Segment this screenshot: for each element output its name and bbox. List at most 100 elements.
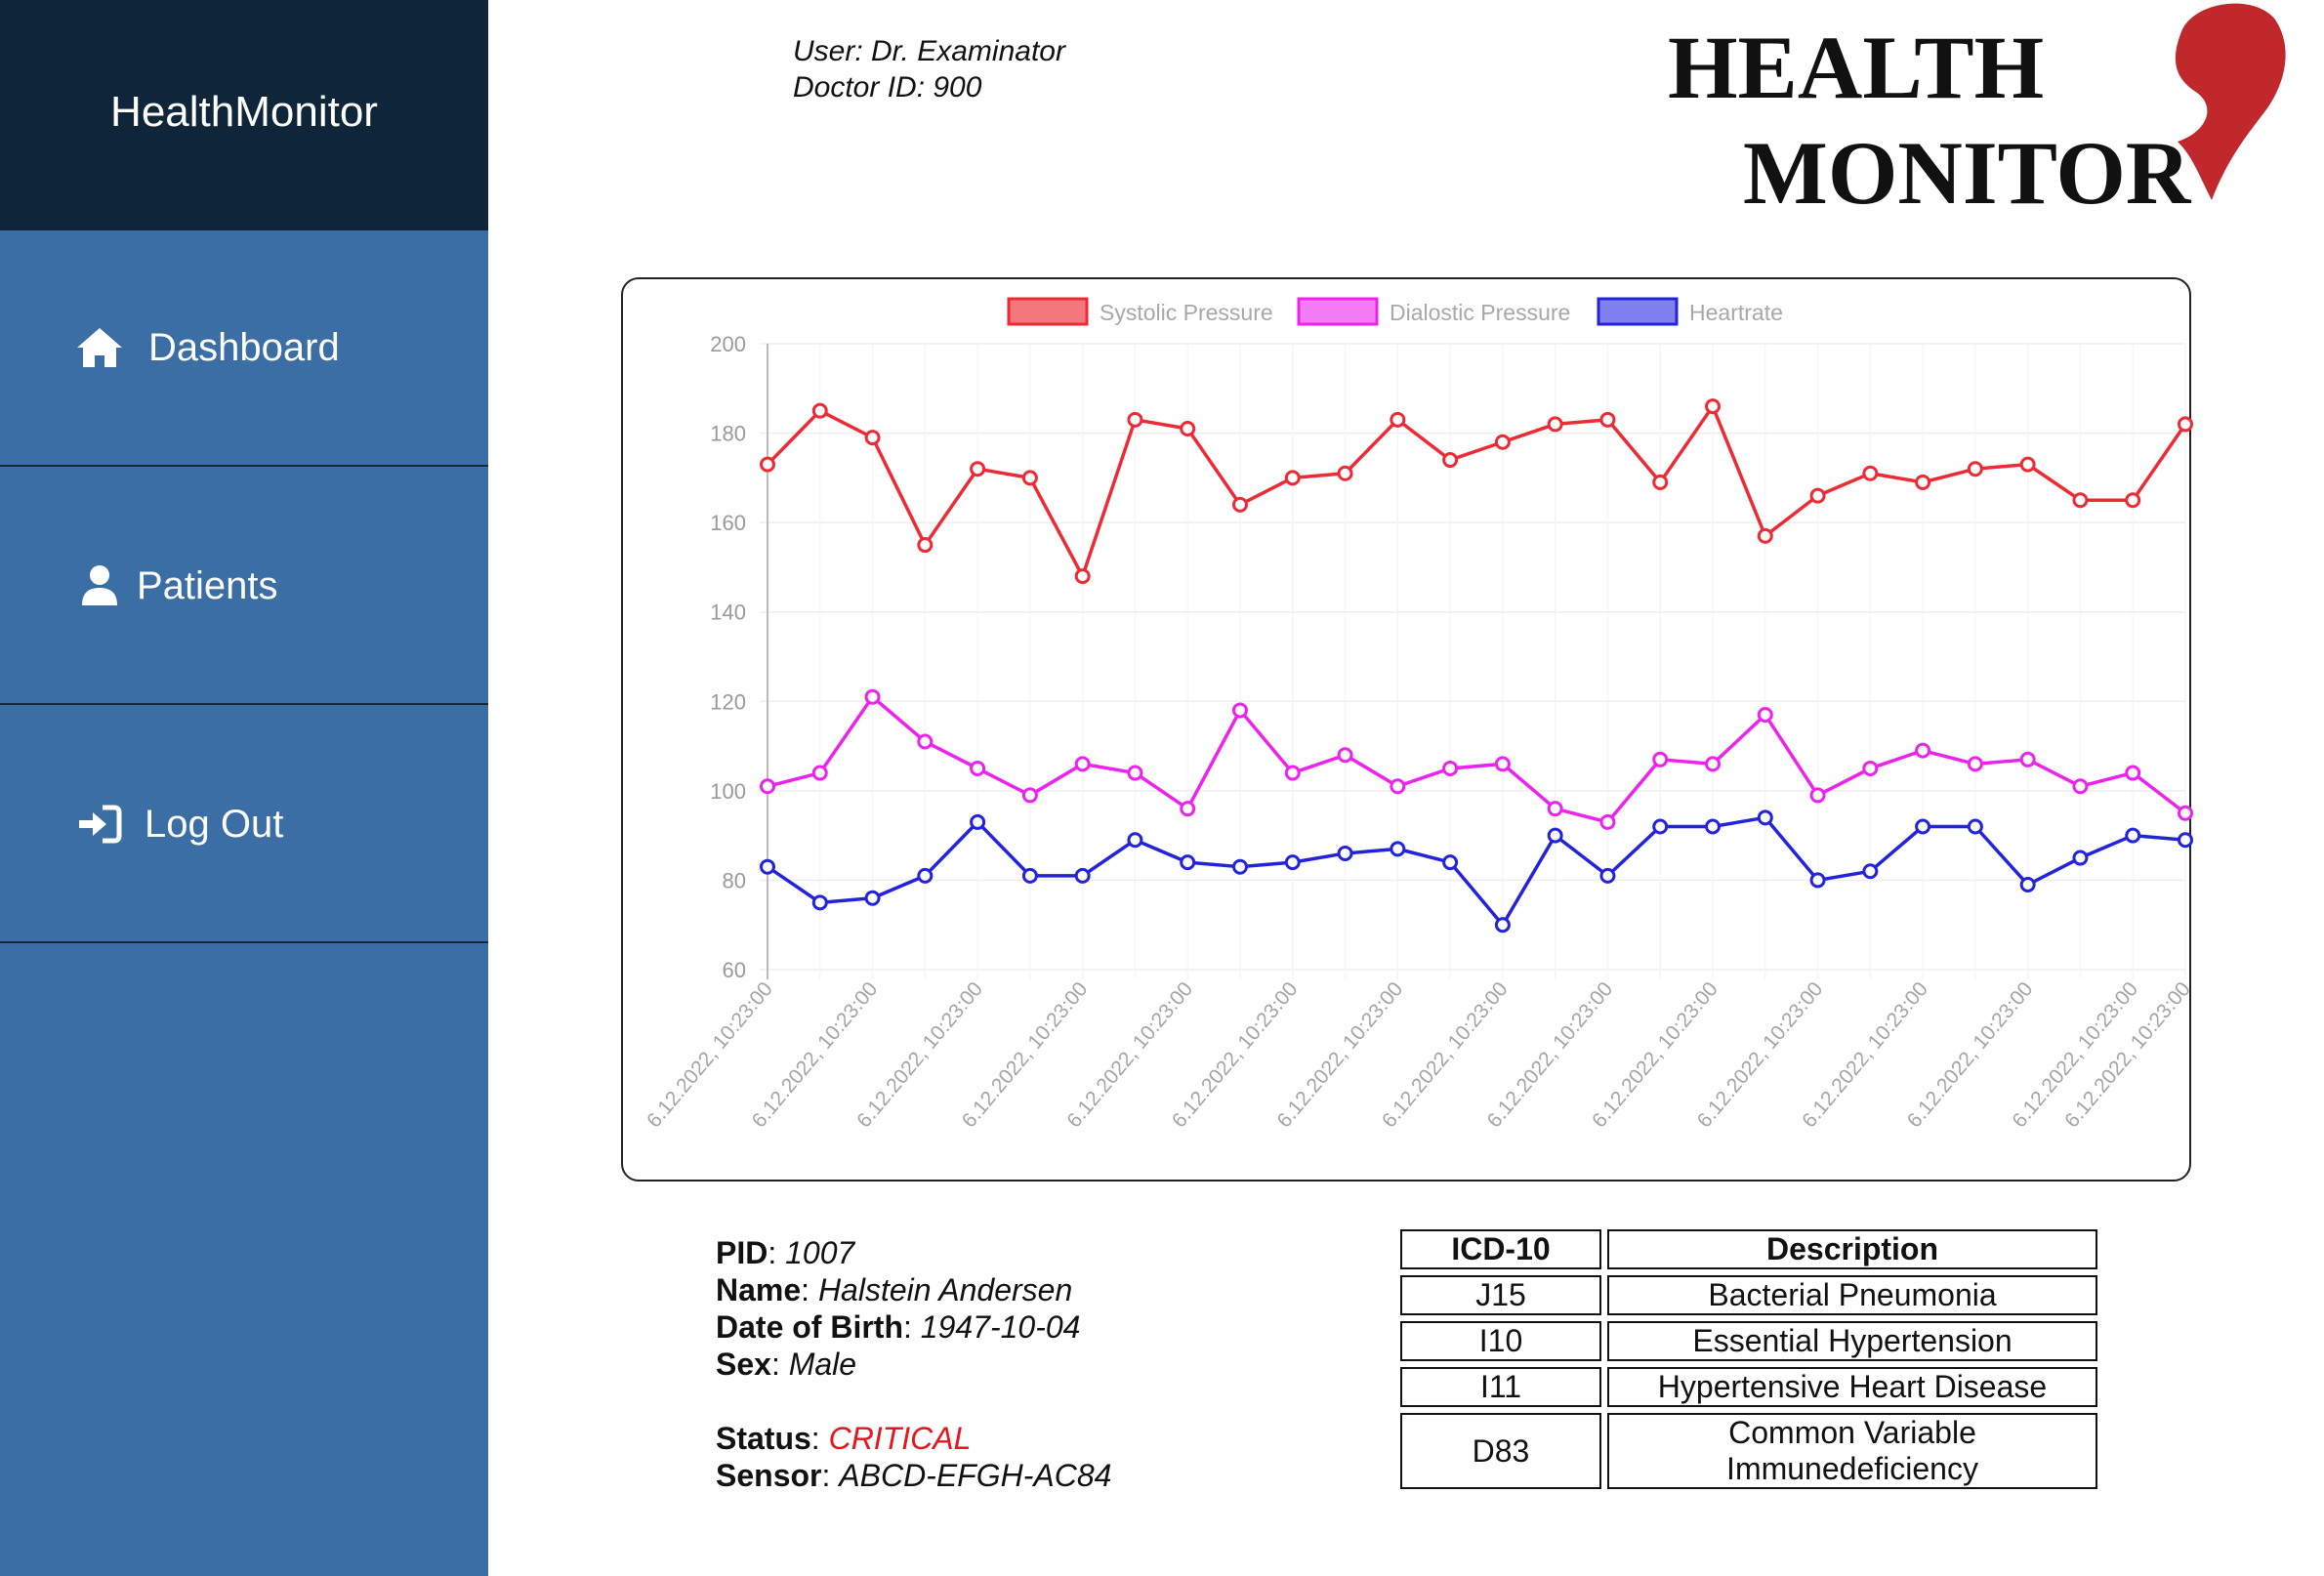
data-point: [1494, 756, 1511, 772]
data-point: [1337, 747, 1353, 764]
data-point: [2072, 850, 2089, 866]
data-point: [1390, 841, 1406, 857]
data-point: [811, 894, 828, 911]
data-point: [2125, 827, 2141, 844]
data-point: [1757, 707, 1773, 724]
data-point: [2125, 492, 2141, 509]
data-point: [1074, 568, 1091, 585]
data-point: [1705, 398, 1721, 415]
status-badge: CRITICAL: [828, 1421, 972, 1456]
data-point: [970, 813, 986, 830]
data-point: [1705, 818, 1721, 835]
icd-code: I11: [1400, 1367, 1601, 1407]
data-point: [1284, 765, 1301, 781]
legend-swatch: [1007, 297, 1089, 326]
data-point: [1915, 742, 1931, 759]
data-point: [1074, 867, 1091, 884]
data-point: [2178, 832, 2193, 849]
data-point: [1232, 496, 1248, 513]
data-point: [760, 456, 775, 473]
y-tick-label: 120: [710, 689, 746, 714]
sidebar-item-logout[interactable]: Log Out: [0, 707, 488, 943]
data-point: [2019, 751, 2036, 767]
icd-code: D83: [1400, 1413, 1601, 1489]
doctor-id: Doctor ID: 900: [793, 71, 982, 104]
data-point: [1284, 470, 1301, 486]
data-point: [1967, 461, 1983, 477]
data-point: [1547, 801, 1563, 817]
icd-code: I10: [1400, 1321, 1601, 1361]
data-point: [970, 760, 986, 776]
data-point: [864, 890, 881, 906]
name-label: Name: [716, 1272, 802, 1307]
dob-label: Date of Birth: [716, 1309, 903, 1345]
diagnoses-table: ICD-10 Description J15 Bacterial Pneumon…: [1394, 1223, 2103, 1495]
brand-title[interactable]: HealthMonitor: [0, 0, 488, 230]
data-point: [1547, 827, 1563, 844]
sex-value: Male: [788, 1347, 857, 1382]
series-line: [767, 694, 2187, 824]
data-point: [2019, 456, 2036, 473]
data-point: [1337, 465, 1353, 481]
sidebar-item-dashboard[interactable]: Dashboard: [0, 230, 488, 467]
data-point: [1180, 420, 1196, 436]
name-value: Halstein Andersen: [817, 1272, 1073, 1307]
data-point: [2125, 765, 2141, 781]
y-tick-label: 200: [710, 332, 746, 356]
legend-label: Systolic Pressure: [1100, 300, 1273, 325]
legend-swatch: [1297, 297, 1379, 326]
data-point: [1021, 787, 1038, 804]
y-tick-label: 140: [710, 601, 746, 625]
data-point: [1705, 756, 1721, 772]
pid-row: PID: 1007: [716, 1235, 855, 1270]
table-header-row: ICD-10 Description: [1400, 1229, 2097, 1269]
icd-description: Common Variable Immunedeficiency: [1607, 1413, 2097, 1489]
logo-text-monitor: MONITOR: [1743, 123, 2192, 223]
icd-description: Essential Hypertension: [1607, 1321, 2097, 1361]
sensor-value: ABCD-EFGH-AC84: [839, 1458, 1112, 1493]
legend-label: Heartrate: [1689, 300, 1783, 325]
data-point: [1547, 416, 1563, 433]
data-point: [1652, 474, 1669, 490]
data-point: [1021, 470, 1038, 486]
data-point: [1599, 813, 1616, 830]
data-point: [1021, 867, 1038, 884]
data-point: [1337, 845, 1353, 861]
sign-in-icon: [70, 795, 129, 853]
sidebar: HealthMonitor Dashboard Patients Log Out: [0, 0, 488, 1576]
vitals-chart[interactable]: 60 80 100 120 140 160 180 200 6.12.2022, 10:23:0…: [621, 277, 2193, 1182]
data-point: [1809, 872, 1826, 889]
icd-code: J15: [1400, 1275, 1601, 1315]
home-icon: [70, 318, 129, 377]
data-point: [1967, 818, 1983, 835]
data-point: [1862, 465, 1879, 481]
data-point: [2072, 778, 2089, 795]
sex-row: Sex: Male: [716, 1347, 857, 1382]
data-point: [1494, 917, 1511, 933]
y-tick-label: 160: [710, 511, 746, 535]
data-point: [1809, 487, 1826, 504]
data-point: [1127, 411, 1143, 428]
icd-description: Hypertensive Heart Disease: [1607, 1367, 2097, 1407]
data-point: [917, 867, 934, 884]
sidebar-item-label: Dashboard: [148, 325, 340, 369]
data-point: [2072, 492, 2089, 509]
sidebar-item-patients[interactable]: Patients: [0, 469, 488, 705]
y-tick-label: 60: [723, 958, 746, 982]
table-row: I10 Essential Hypertension: [1400, 1321, 2097, 1361]
data-point: [1390, 778, 1406, 795]
data-point: [1599, 411, 1616, 428]
data-point: [1127, 832, 1143, 849]
user-info: User: Dr. Examinator Doctor ID: 900: [793, 33, 1065, 105]
column-header-icd: ICD-10: [1400, 1229, 1601, 1269]
user-name: User: Dr. Examinator: [793, 35, 1065, 67]
data-point: [1915, 818, 1931, 835]
table-row: I11 Hypertensive Heart Disease: [1400, 1367, 2097, 1407]
status-label: Status: [716, 1421, 811, 1456]
y-tick-label: 80: [723, 868, 746, 892]
sidebar-item-label: Log Out: [145, 802, 284, 846]
data-point: [1390, 411, 1406, 428]
status-row: Status: CRITICAL: [716, 1421, 972, 1456]
sensor-label: Sensor: [716, 1458, 822, 1493]
data-point: [2178, 805, 2193, 821]
